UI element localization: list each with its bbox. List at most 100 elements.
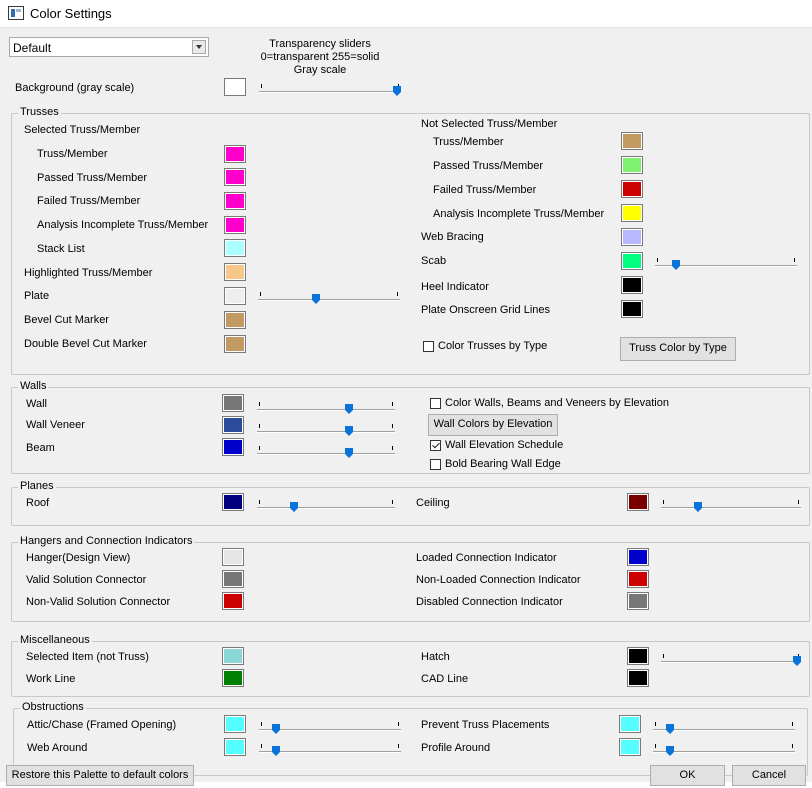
non-loaded-connection-swatch[interactable]: [627, 570, 649, 588]
scab-swatch[interactable]: [621, 252, 643, 270]
not-selected-analysis-incomplete-label: Analysis Incomplete Truss/Member: [433, 208, 605, 220]
restore-defaults-button[interactable]: Restore this Palette to default colors: [6, 765, 194, 786]
valid-solution-connector-label: Valid Solution Connector: [26, 574, 147, 586]
not-selected-analysis-incomplete-swatch[interactable]: [621, 204, 643, 222]
color-walls-by-elevation-checkbox[interactable]: [430, 398, 441, 409]
web-around-label: Web Around: [27, 742, 88, 754]
prevent-truss-placements-swatch[interactable]: [619, 715, 641, 733]
valid-solution-connector-swatch[interactable]: [222, 570, 244, 588]
stack-list-swatch[interactable]: [224, 239, 246, 257]
not-selected-passed-label: Passed Truss/Member: [433, 160, 544, 172]
roof-slider[interactable]: [257, 498, 395, 518]
wall-label: Wall: [26, 398, 47, 410]
web-around-swatch[interactable]: [224, 738, 246, 756]
ceiling-slider[interactable]: [661, 498, 801, 518]
loaded-connection-swatch[interactable]: [627, 548, 649, 566]
color-walls-by-elevation-label: Color Walls, Beams and Veneers by Elevat…: [445, 397, 669, 409]
double-bevel-swatch[interactable]: [224, 335, 246, 353]
slider-thumb[interactable]: [666, 746, 675, 756]
palette-select[interactable]: Default: [9, 37, 209, 57]
disabled-connection-swatch[interactable]: [627, 592, 649, 610]
roof-swatch[interactable]: [222, 493, 244, 511]
truss-color-by-type-button[interactable]: Truss Color by Type: [620, 337, 736, 361]
wall-veneer-slider[interactable]: [257, 422, 395, 442]
selected-item-swatch[interactable]: [222, 647, 244, 665]
bold-bearing-wall-edge-checkbox[interactable]: [430, 459, 441, 470]
slider-thumb[interactable]: [672, 260, 681, 270]
slider-thumb[interactable]: [694, 502, 702, 512]
hangers-group: Hangers and Connection Indicators: [11, 535, 810, 622]
hatch-slider[interactable]: [661, 652, 801, 672]
non-loaded-connection-label: Non-Loaded Connection Indicator: [416, 574, 581, 586]
hatch-label: Hatch: [421, 651, 450, 663]
wall-veneer-swatch[interactable]: [222, 416, 244, 434]
slider-thumb[interactable]: [272, 724, 281, 734]
plate-label: Plate: [24, 290, 50, 302]
wall-swatch[interactable]: [222, 394, 244, 412]
heel-indicator-swatch[interactable]: [621, 276, 643, 294]
hangers-group-title: Hangers and Connection Indicators: [18, 535, 195, 547]
profile-around-swatch[interactable]: [619, 738, 641, 756]
web-bracing-swatch[interactable]: [621, 228, 643, 246]
ok-button[interactable]: OK: [650, 765, 725, 786]
walls-group-title: Walls: [18, 380, 49, 392]
scab-label: Scab: [421, 255, 447, 267]
hatch-swatch[interactable]: [627, 647, 649, 665]
web-around-slider[interactable]: [259, 742, 401, 762]
palette-select-value: Default: [13, 41, 52, 55]
wall-slider[interactable]: [257, 400, 395, 420]
slider-thumb[interactable]: [345, 426, 354, 436]
disabled-connection-label: Disabled Connection Indicator: [416, 596, 563, 608]
window-icon: [8, 6, 24, 20]
profile-around-slider[interactable]: [653, 742, 795, 762]
wall-colors-by-elevation-button[interactable]: Wall Colors by Elevation: [428, 414, 558, 436]
slider-thumb[interactable]: [345, 448, 354, 458]
bevel-cut-swatch[interactable]: [224, 311, 246, 329]
prevent-truss-placements-slider[interactable]: [653, 720, 795, 740]
slider-thumb[interactable]: [272, 746, 281, 756]
background-color-swatch[interactable]: [224, 78, 246, 96]
ceiling-swatch[interactable]: [627, 493, 649, 511]
scab-slider[interactable]: [655, 256, 797, 276]
web-bracing-label: Web Bracing: [421, 231, 484, 243]
not-selected-truss-heading: Not Selected Truss/Member: [421, 118, 558, 130]
slider-thumb[interactable]: [289, 502, 298, 512]
cad-line-swatch[interactable]: [627, 669, 649, 687]
slider-thumb[interactable]: [666, 724, 675, 734]
chevron-down-icon[interactable]: [192, 40, 206, 54]
selected-item-label: Selected Item (not Truss): [26, 651, 149, 663]
selected-analysis-incomplete-swatch[interactable]: [224, 216, 246, 234]
highlighted-truss-swatch[interactable]: [224, 263, 246, 281]
non-valid-solution-connector-swatch[interactable]: [222, 592, 244, 610]
cancel-button[interactable]: Cancel: [732, 765, 806, 786]
attic-chase-label: Attic/Chase (Framed Opening): [27, 719, 177, 731]
work-line-swatch[interactable]: [222, 669, 244, 687]
grid-lines-swatch[interactable]: [621, 300, 643, 318]
background-label: Background (gray scale): [15, 82, 135, 94]
hanger-design-view-swatch[interactable]: [222, 548, 244, 566]
selected-passed-swatch[interactable]: [224, 168, 246, 186]
slider-thumb[interactable]: [311, 294, 320, 304]
beam-swatch[interactable]: [222, 438, 244, 456]
wall-elevation-schedule-checkbox[interactable]: [430, 440, 441, 451]
plate-swatch[interactable]: [224, 287, 246, 305]
roof-label: Roof: [26, 497, 50, 509]
slider-thumb[interactable]: [345, 404, 354, 414]
obstructions-group-title: Obstructions: [20, 701, 86, 713]
wall-veneer-label: Wall Veneer: [26, 419, 85, 431]
not-selected-truss-member-label: Truss/Member: [433, 136, 504, 148]
attic-chase-slider[interactable]: [259, 720, 401, 740]
ceiling-label: Ceiling: [416, 497, 450, 509]
selected-truss-member-swatch[interactable]: [224, 145, 246, 163]
slider-thumb[interactable]: [393, 86, 401, 96]
attic-chase-swatch[interactable]: [224, 715, 246, 733]
not-selected-passed-swatch[interactable]: [621, 156, 643, 174]
not-selected-failed-swatch[interactable]: [621, 180, 643, 198]
selected-failed-swatch[interactable]: [224, 192, 246, 210]
not-selected-truss-member-swatch[interactable]: [621, 132, 643, 150]
color-trusses-by-type-checkbox[interactable]: [423, 341, 434, 352]
slider-thumb[interactable]: [793, 656, 801, 666]
plate-slider[interactable]: [258, 290, 400, 310]
beam-slider[interactable]: [257, 444, 395, 464]
background-slider[interactable]: [259, 82, 401, 102]
